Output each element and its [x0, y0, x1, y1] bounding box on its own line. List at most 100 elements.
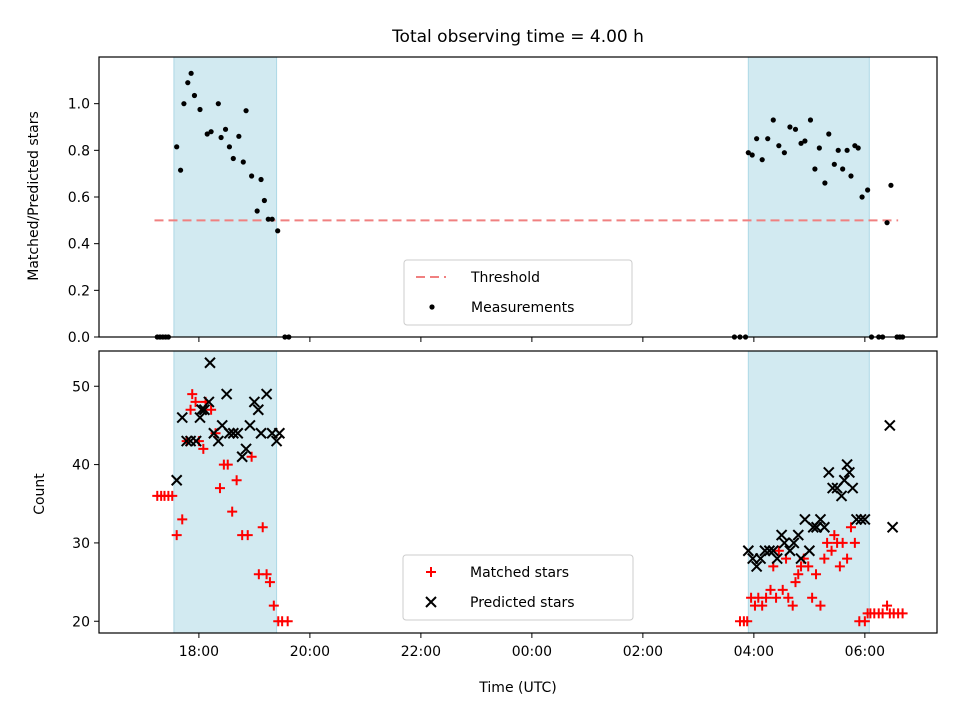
data-point — [206, 404, 217, 415]
data-point — [215, 101, 221, 107]
data-point — [240, 159, 246, 165]
data-point — [777, 584, 788, 595]
data-point — [773, 545, 784, 556]
data-point — [282, 616, 293, 627]
data-point — [803, 545, 816, 557]
data-point — [814, 513, 827, 526]
data-point — [275, 228, 281, 234]
data-point — [802, 138, 808, 144]
legend-label: Threshold — [470, 270, 540, 286]
y-tick-label: 0.0 — [68, 330, 90, 346]
data-point — [204, 357, 216, 369]
data-point — [816, 145, 822, 151]
data-point — [812, 166, 818, 172]
data-point — [261, 197, 267, 204]
data-point — [841, 458, 853, 471]
data-point — [242, 530, 253, 541]
x-tick-label: 20:00 — [290, 644, 330, 660]
data-point — [187, 389, 198, 400]
data-point — [230, 155, 236, 162]
y-tick-label: 0.2 — [68, 283, 90, 299]
data-point — [246, 451, 257, 462]
data-point — [174, 144, 180, 150]
data-point — [826, 482, 839, 494]
data-point — [771, 592, 782, 603]
x-tick-label: 06:00 — [845, 644, 885, 660]
data-point — [790, 577, 801, 588]
data-point — [185, 80, 191, 86]
legend-measurements-marker — [429, 304, 435, 310]
data-point — [761, 592, 772, 603]
data-point — [787, 600, 798, 611]
data-point — [191, 92, 198, 99]
data-point — [185, 404, 196, 415]
data-point — [765, 584, 776, 595]
y-tick-label: 20 — [72, 614, 90, 630]
data-point — [865, 187, 871, 193]
data-point — [257, 522, 268, 533]
series-measurements — [154, 70, 906, 340]
y-tick-label: 0.6 — [68, 190, 90, 206]
data-point — [249, 173, 255, 179]
axes-frame — [98, 350, 938, 634]
x-tick-label: 00:00 — [512, 644, 552, 660]
data-point — [842, 553, 853, 564]
data-point — [240, 443, 252, 455]
series-predicted-stars — [170, 357, 899, 573]
data-point — [826, 545, 837, 556]
data-point — [884, 220, 890, 226]
data-point — [265, 216, 271, 222]
data-point — [176, 411, 188, 424]
data-point — [264, 577, 275, 588]
data-point — [208, 129, 214, 135]
data-point — [888, 182, 894, 188]
data-point — [181, 101, 187, 107]
data-point — [792, 126, 799, 132]
data-point — [815, 600, 826, 611]
data-point — [254, 208, 260, 214]
data-point — [859, 616, 870, 627]
data-point — [742, 616, 753, 627]
data-point — [222, 126, 229, 132]
data-point — [822, 180, 828, 186]
data-point — [807, 117, 814, 123]
data-point — [818, 521, 831, 533]
data-point — [190, 435, 202, 447]
data-point — [759, 157, 765, 163]
y-tick-label: 0.8 — [68, 143, 90, 159]
y-tick-label: 0.4 — [68, 237, 90, 253]
x-tick-label: 02:00 — [623, 644, 663, 660]
y-tick-label: 50 — [72, 379, 90, 395]
data-point — [754, 552, 767, 565]
data-point — [844, 147, 850, 153]
data-point — [778, 537, 791, 549]
shaded-window — [747, 56, 870, 338]
legend-label: Matched stars — [470, 565, 569, 581]
data-point — [231, 475, 242, 486]
data-point — [244, 419, 256, 432]
data-point — [822, 537, 833, 548]
data-point — [243, 108, 249, 114]
data-point — [848, 173, 854, 179]
data-point — [261, 569, 272, 580]
data-point — [745, 150, 751, 156]
data-point — [273, 427, 286, 439]
panel-ratio: 0.0 0.2 0.4 0.6 0.8 1.0 Threshold Measurements — [68, 56, 938, 346]
plot-layer: 0.0 0.2 0.4 0.6 0.8 1.0 Threshold Measurements 2… — [68, 56, 938, 660]
data-point — [218, 134, 224, 141]
data-point — [759, 545, 771, 557]
data-point — [855, 145, 861, 151]
data-point — [198, 443, 209, 454]
x-tick-label: 18:00 — [179, 644, 219, 660]
legend-box — [402, 554, 634, 621]
data-point — [855, 513, 867, 526]
data-point — [750, 560, 763, 573]
data-point — [255, 427, 267, 439]
data-point — [788, 537, 800, 549]
data-point — [227, 506, 238, 517]
y-tick-label: 1.0 — [68, 97, 90, 113]
data-point — [170, 474, 183, 486]
data-point — [248, 396, 261, 408]
